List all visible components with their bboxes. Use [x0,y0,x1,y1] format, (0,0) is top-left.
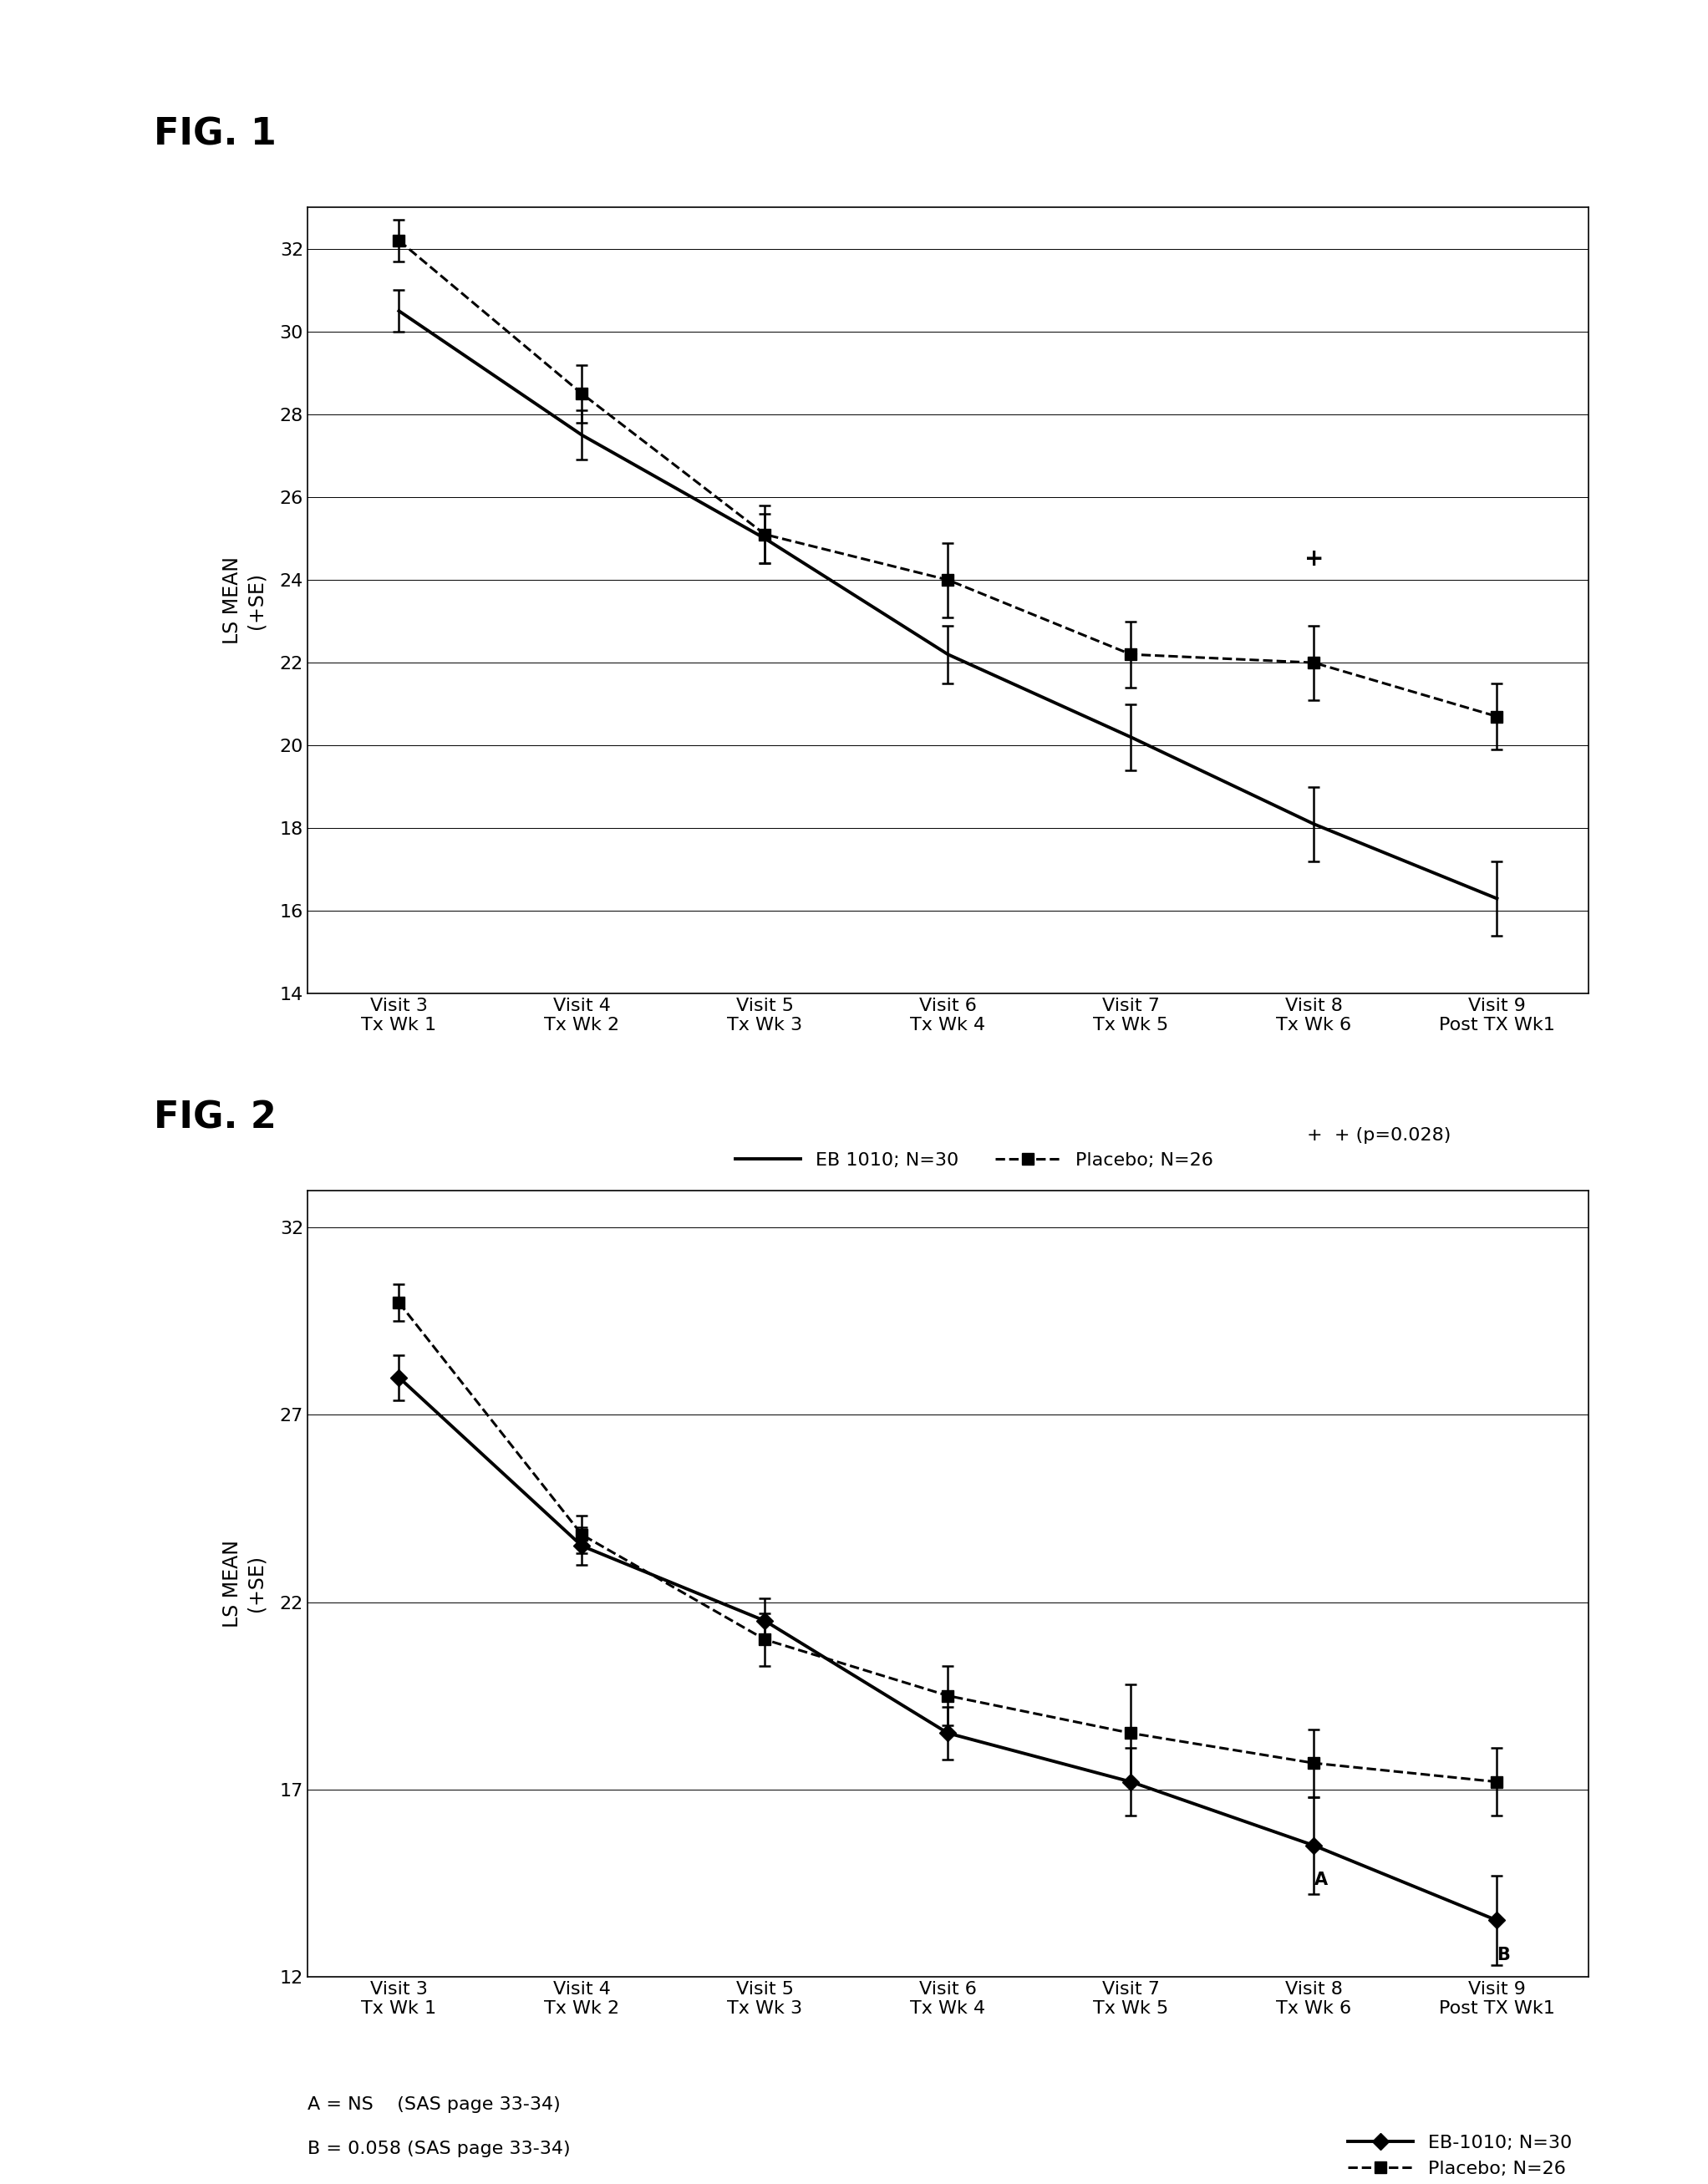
Text: B = 0.058 (SAS page 33-34): B = 0.058 (SAS page 33-34) [307,2140,570,2158]
Text: +  + (p=0.028): + + (p=0.028) [1307,1127,1450,1144]
Text: A: A [1313,1872,1327,1889]
Legend: EB 1010; N=30, Placebo; N=26: EB 1010; N=30, Placebo; N=26 [728,1144,1221,1177]
Text: FIG. 1: FIG. 1 [154,118,277,153]
Text: FIG. 2: FIG. 2 [154,1101,277,1136]
Legend: EB-1010; N=30, Placebo; N=26: EB-1010; N=30, Placebo; N=26 [1341,2127,1580,2184]
Text: B: B [1496,1946,1510,1963]
Text: +: + [1305,548,1324,570]
Y-axis label: LS MEAN
(+SE): LS MEAN (+SE) [222,557,266,644]
Text: A = NS    (SAS page 33-34): A = NS (SAS page 33-34) [307,2097,560,2114]
Y-axis label: LS MEAN
(+SE): LS MEAN (+SE) [222,1540,266,1627]
